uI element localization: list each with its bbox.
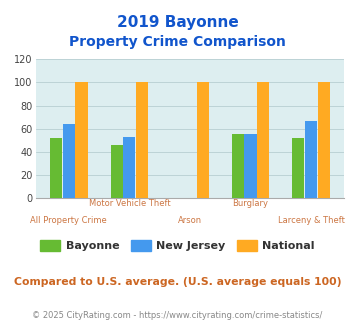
Bar [50, 138, 62, 198]
Bar [257, 82, 269, 198]
Bar [245, 135, 257, 198]
Text: Burglary: Burglary [233, 199, 268, 208]
Bar [76, 82, 88, 198]
Text: Property Crime Comparison: Property Crime Comparison [69, 35, 286, 49]
Bar [197, 82, 209, 198]
Text: Arson: Arson [178, 216, 202, 225]
Bar [111, 145, 123, 198]
Text: © 2025 CityRating.com - https://www.cityrating.com/crime-statistics/: © 2025 CityRating.com - https://www.city… [32, 311, 323, 320]
Bar [292, 138, 304, 198]
Bar [136, 82, 148, 198]
Text: Compared to U.S. average. (U.S. average equals 100): Compared to U.S. average. (U.S. average … [14, 277, 341, 287]
Bar [232, 135, 244, 198]
Bar [305, 120, 317, 198]
Text: 2019 Bayonne: 2019 Bayonne [117, 15, 238, 30]
Text: Larceny & Theft: Larceny & Theft [278, 216, 344, 225]
Text: All Property Crime: All Property Crime [31, 216, 107, 225]
Bar [318, 82, 330, 198]
Text: Motor Vehicle Theft: Motor Vehicle Theft [88, 199, 170, 208]
Bar [123, 137, 135, 198]
Legend: Bayonne, New Jersey, National: Bayonne, New Jersey, National [36, 236, 319, 256]
Bar [63, 124, 75, 198]
